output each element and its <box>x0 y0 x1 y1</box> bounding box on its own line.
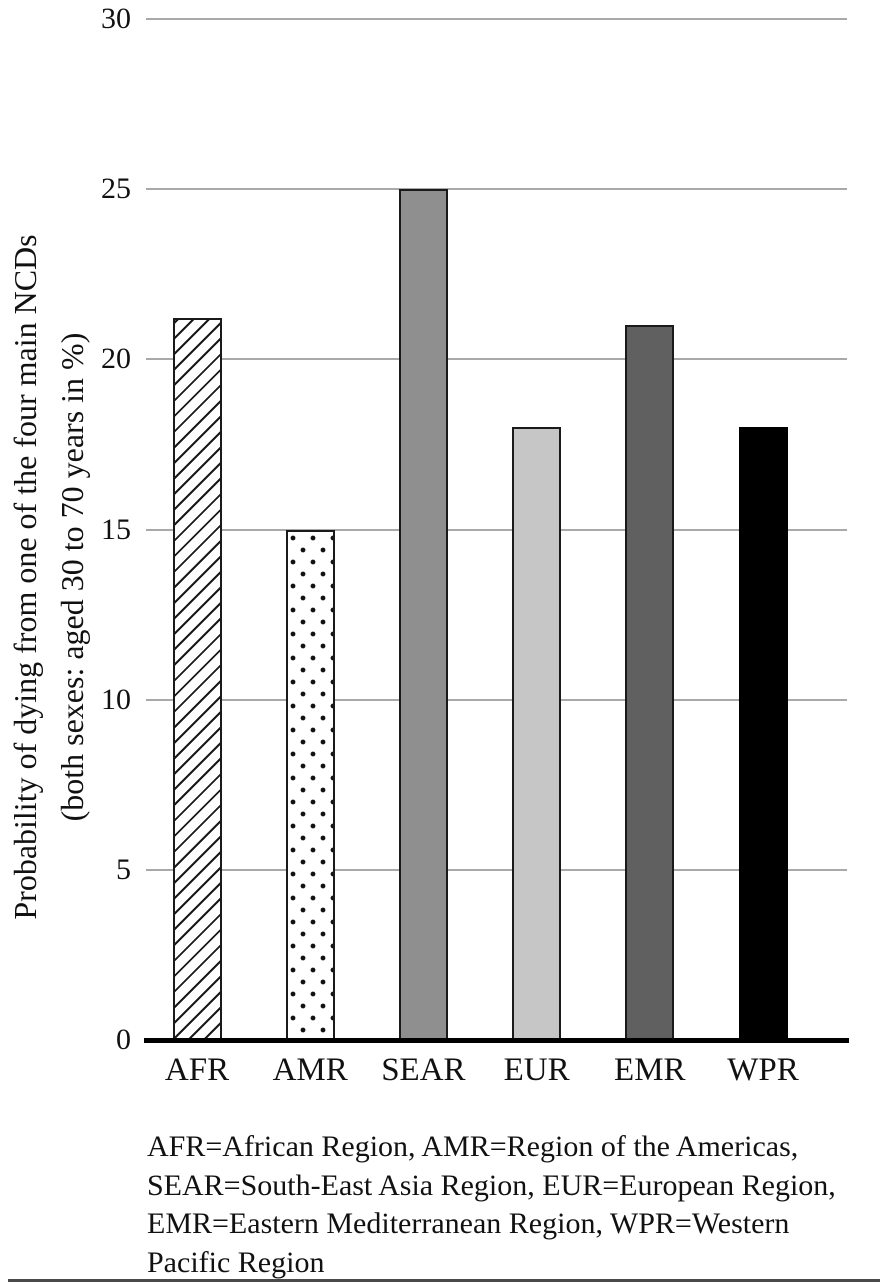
y-tick-label-5: 5 <box>116 852 131 886</box>
gridline-10 <box>146 698 847 701</box>
y-tick-label-25: 25 <box>101 172 131 206</box>
caption-line: AFR=African Region, AMR=Region of the Am… <box>147 1130 799 1163</box>
x-axis-label-sear: SEAR <box>381 1052 466 1088</box>
bar-sear <box>398 189 448 1040</box>
x-axis-line <box>144 1038 849 1043</box>
bar-emr <box>625 325 675 1040</box>
figure-bottom-border <box>8 1279 880 1282</box>
x-axis-label-amr: AMR <box>272 1052 348 1088</box>
x-axis-label-emr: EMR <box>614 1052 686 1088</box>
x-axis-label-wpr: WPR <box>727 1052 799 1088</box>
caption-line: EMR=Eastern Mediterranean Region, WPR=We… <box>147 1207 790 1240</box>
gridline-5 <box>146 868 847 871</box>
gridline-15 <box>146 528 847 531</box>
bar-amr <box>285 529 335 1040</box>
y-tick-label-15: 15 <box>101 512 131 546</box>
gridline-20 <box>146 358 847 361</box>
x-axis-label-afr: AFR <box>164 1052 230 1088</box>
y-tick-label-30: 30 <box>101 2 131 35</box>
y-axis-title-line1: Probability of dying from one of the fou… <box>7 234 43 920</box>
gridline-25 <box>146 188 847 191</box>
y-axis-title-line2: (both sexes: aged 30 to 70 years in %) <box>54 332 90 822</box>
x-axis-label-eur: EUR <box>503 1052 570 1088</box>
y-tick-label-10: 10 <box>101 682 131 716</box>
abbreviation-caption: AFR=African Region, AMR=Region of the Am… <box>147 1128 867 1282</box>
gridline-30 <box>146 18 847 20</box>
plot-area <box>146 0 847 1043</box>
y-axis-title: Probability of dying from one of the fou… <box>2 127 96 1027</box>
bar-eur <box>512 427 562 1040</box>
caption-line: Pacific Region <box>147 1245 325 1279</box>
bar-wpr <box>738 427 788 1040</box>
bar-afr <box>172 318 222 1040</box>
caption-line: SEAR=South-East Asia Region, EUR=Europea… <box>147 1168 836 1202</box>
y-tick-label-0: 0 <box>116 1023 131 1056</box>
y-tick-label-20: 20 <box>101 342 131 376</box>
